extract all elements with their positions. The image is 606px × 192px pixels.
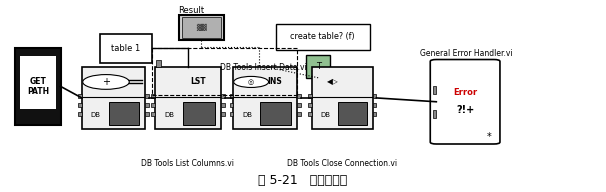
Bar [260, 102, 291, 125]
Text: DB: DB [91, 112, 101, 118]
Text: DB Tools Close Connection.vi: DB Tools Close Connection.vi [287, 159, 398, 168]
Bar [182, 102, 215, 125]
Bar [155, 67, 221, 129]
Text: ◎: ◎ [248, 79, 254, 85]
Bar [230, 112, 233, 116]
Bar [78, 103, 82, 107]
Bar [297, 103, 301, 107]
Bar [221, 103, 225, 107]
Text: DB: DB [242, 112, 252, 118]
Text: *: * [487, 132, 491, 142]
Bar [100, 34, 152, 63]
FancyBboxPatch shape [430, 60, 500, 144]
Bar [433, 86, 436, 94]
Bar [373, 94, 376, 98]
Bar [338, 102, 367, 125]
Text: DB Tools List Columns.vi: DB Tools List Columns.vi [141, 159, 235, 168]
Bar [433, 110, 436, 118]
Bar [373, 103, 376, 107]
Text: Error: Error [453, 88, 477, 97]
Text: DB: DB [164, 112, 174, 118]
Text: INS: INS [267, 77, 282, 86]
Bar [308, 112, 312, 116]
Bar [373, 112, 376, 116]
Bar [308, 103, 312, 107]
Bar [306, 55, 330, 78]
Bar [151, 103, 155, 107]
Bar [145, 103, 149, 107]
Bar [20, 56, 56, 109]
Bar [221, 94, 225, 98]
Bar [233, 67, 297, 129]
Bar [230, 103, 233, 107]
Text: DB: DB [321, 112, 330, 118]
Bar [276, 24, 370, 50]
Text: 图 5-21   写入数据库: 图 5-21 写入数据库 [258, 174, 348, 187]
Bar [230, 94, 233, 98]
Text: T: T [316, 62, 321, 71]
Bar [15, 48, 61, 125]
Bar [151, 94, 155, 98]
Text: DB Tools Insert Data.vi: DB Tools Insert Data.vi [220, 63, 307, 72]
Circle shape [82, 74, 129, 89]
Bar [179, 15, 224, 40]
Bar [297, 112, 301, 116]
Text: +: + [102, 77, 110, 87]
Bar [78, 112, 82, 116]
Bar [156, 60, 161, 67]
Bar [108, 102, 139, 125]
Text: table 1: table 1 [111, 44, 141, 53]
Bar [221, 112, 225, 116]
Bar [78, 94, 82, 98]
Text: ▓▓: ▓▓ [196, 24, 207, 31]
Text: create table? (f): create table? (f) [290, 32, 355, 41]
Bar [182, 17, 221, 38]
Text: ?!+: ?!+ [456, 105, 474, 115]
Bar [297, 94, 301, 98]
Circle shape [234, 76, 268, 88]
Text: LST: LST [190, 77, 205, 86]
Bar [151, 112, 155, 116]
Text: General Error Handler.vi: General Error Handler.vi [421, 49, 513, 58]
Bar [308, 94, 312, 98]
Bar [312, 67, 373, 129]
Text: GET
PATH: GET PATH [27, 77, 49, 96]
Bar [82, 67, 145, 129]
Text: ◀▷: ◀▷ [327, 77, 339, 86]
Bar [145, 94, 149, 98]
Bar [145, 112, 149, 116]
Text: Result: Result [178, 6, 204, 15]
